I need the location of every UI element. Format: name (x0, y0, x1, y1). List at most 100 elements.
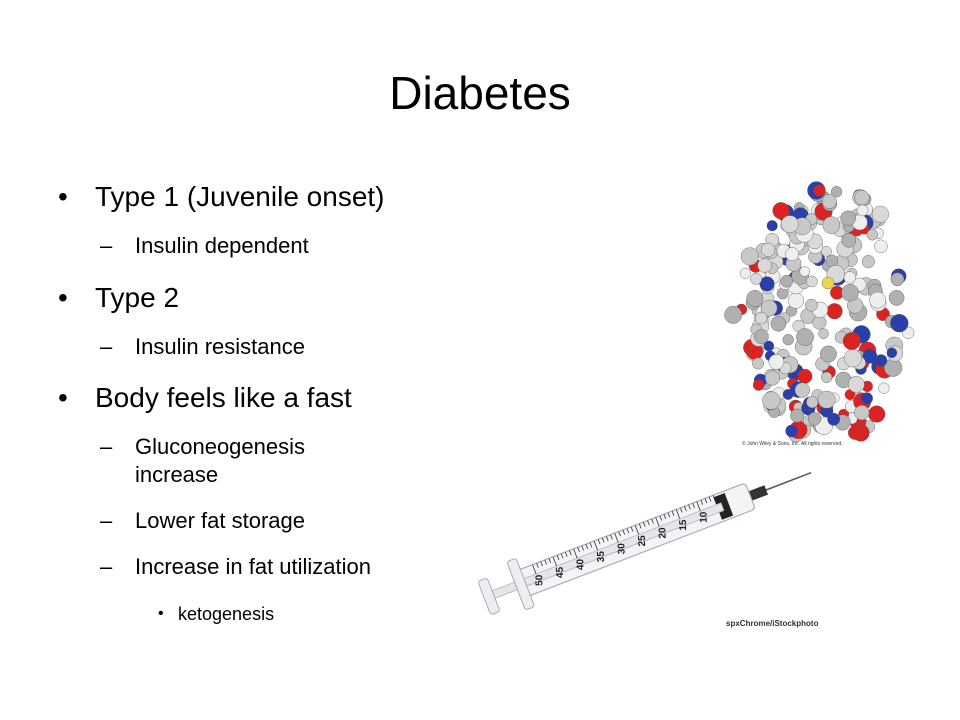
atom (752, 357, 764, 370)
atom (772, 202, 790, 220)
atom (796, 328, 814, 346)
scale-tick (618, 531, 621, 537)
atom (746, 289, 764, 307)
atom (799, 266, 810, 277)
bullet-marker: – (100, 334, 113, 359)
scale-tick (663, 514, 667, 519)
scale-tick (692, 502, 695, 508)
bullet-text: Insulin resistance (135, 334, 305, 359)
atom (750, 273, 762, 285)
bullet-marker: – (100, 434, 113, 459)
bullet-text: ketogenesis (178, 604, 275, 624)
atom (842, 332, 861, 350)
image-caption: spxChrome/iStockphoto (726, 619, 819, 628)
scale-tick (712, 495, 716, 501)
bullet-text: Type 2 (95, 282, 180, 313)
bullet-marker: – (100, 508, 113, 533)
atom (752, 379, 765, 391)
bullet-marker: • (58, 282, 68, 313)
atom (790, 408, 804, 423)
bullet-marker: – (100, 233, 113, 258)
scale-tick (544, 559, 547, 565)
atom (805, 298, 818, 312)
atom (886, 347, 898, 358)
scale-label: 10 (699, 511, 710, 523)
scale-tick (638, 523, 642, 529)
atom (765, 370, 781, 386)
scale-label: 25 (637, 535, 648, 547)
needle (764, 472, 812, 492)
scale-tick (564, 551, 568, 557)
bullet-marker: • (158, 605, 164, 622)
atom (860, 392, 873, 405)
atom (866, 229, 878, 241)
scale-tick (606, 536, 609, 542)
insulin-molecule (724, 181, 915, 443)
scale-tick (601, 537, 605, 543)
scale-tick (597, 539, 601, 545)
atom (826, 303, 843, 320)
scale-label: 30 (616, 543, 627, 555)
scale-tick (696, 501, 701, 512)
atom (806, 396, 819, 409)
atom (843, 271, 856, 284)
image-caption: © John Wiley & Sons, Inc. All rights res… (742, 440, 842, 447)
atom (874, 239, 888, 254)
atom (878, 382, 890, 394)
atom (757, 258, 772, 273)
bullet-marker: • (58, 181, 68, 212)
atom (890, 314, 909, 333)
bullet-marker: – (100, 554, 113, 579)
scale-label: 50 (534, 574, 545, 586)
atom (830, 186, 843, 198)
atom (762, 391, 781, 410)
scale-label: 45 (555, 566, 566, 578)
atom (858, 426, 870, 438)
scale-tick (671, 510, 675, 516)
scale-tick (577, 547, 580, 553)
scale-tick (552, 556, 557, 567)
atom (856, 204, 869, 217)
scale-tick (655, 517, 660, 527)
atom (780, 274, 794, 288)
atom (763, 340, 775, 352)
scale-tick (626, 528, 630, 534)
atom (806, 275, 818, 288)
scale-label: 35 (596, 551, 607, 563)
scale-tick (614, 532, 619, 543)
finger-flange (507, 558, 535, 610)
bullet-text: Increase in fat utilization (135, 554, 372, 579)
atom (841, 284, 859, 302)
scale-tick (634, 525, 640, 535)
scale-tick (540, 561, 543, 567)
bullet-text: Insulin dependent (135, 233, 309, 258)
plunger-tip (713, 493, 734, 520)
atom (888, 290, 905, 306)
slide-title: Diabetes (389, 67, 571, 119)
atom (787, 292, 805, 309)
atom (871, 205, 889, 223)
scale-tick (556, 555, 560, 560)
scale-tick (679, 507, 683, 513)
atom (820, 371, 833, 384)
atom (869, 291, 886, 309)
scale-tick (651, 518, 654, 524)
scale-tick (659, 515, 662, 521)
scale-tick (581, 545, 584, 551)
scale-tick (708, 496, 712, 502)
bullet-text: Type 1 (Juvenile onset) (95, 181, 385, 212)
atom (766, 220, 778, 232)
atom (760, 299, 778, 317)
bullet-marker: • (58, 382, 68, 413)
scale-tick (560, 553, 564, 559)
scale-tick (647, 520, 650, 526)
atom (843, 349, 862, 368)
scale-tick (573, 548, 578, 559)
atom (827, 412, 841, 426)
syringe-scale: 10 15 20 25 30 35 40 45 50 (532, 495, 716, 586)
atom (821, 193, 837, 209)
atom (854, 405, 870, 421)
scale-tick (589, 542, 593, 548)
scale-tick (684, 506, 687, 512)
